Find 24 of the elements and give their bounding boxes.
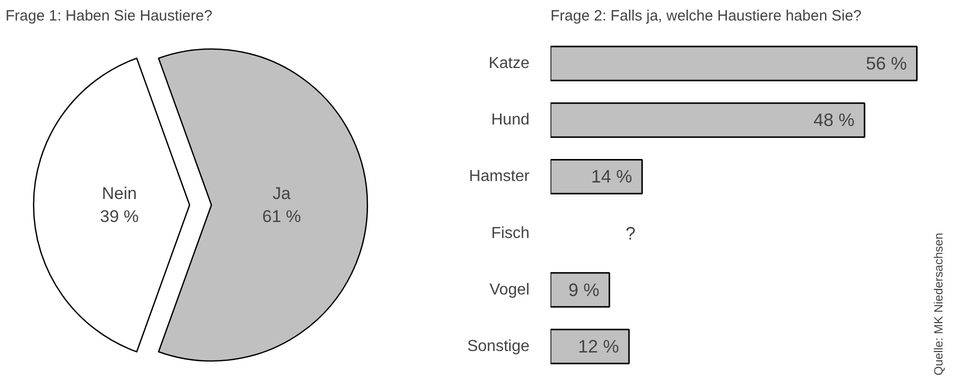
bar — [550, 272, 610, 308]
bar — [550, 158, 643, 194]
data-label: 14 % — [591, 166, 632, 187]
data-label: 9 % — [568, 280, 600, 300]
slice-label: Nein — [102, 184, 137, 204]
text: ? — [626, 223, 636, 244]
data-label: 56 % — [866, 53, 907, 74]
source-note: Quelle: MK Niedersachsen — [932, 232, 946, 376]
chart-title: Frage 1: Haben Sie Haustiere? — [6, 8, 212, 24]
y-tick-label: Sonstige — [467, 338, 530, 356]
chart-title: Frage 2: Falls ja, welche Haustiere haben Sie? — [550, 8, 862, 24]
data-label: 61 % — [262, 206, 301, 226]
bar — [550, 102, 866, 138]
data-label: 48 % — [814, 110, 855, 130]
y-tick-label: Fisch — [491, 224, 530, 242]
data-label: 39 % — [100, 206, 139, 226]
data-label: 12 % — [578, 336, 620, 357]
slice-label: Ja — [272, 184, 292, 204]
bar — [550, 46, 918, 82]
bar — [550, 328, 630, 364]
y-tick-label: Hund — [491, 112, 530, 129]
y-tick-label: Katze — [488, 54, 530, 72]
y-tick-label: Hamster — [469, 168, 530, 186]
y-tick-label: Vogel — [489, 281, 530, 298]
